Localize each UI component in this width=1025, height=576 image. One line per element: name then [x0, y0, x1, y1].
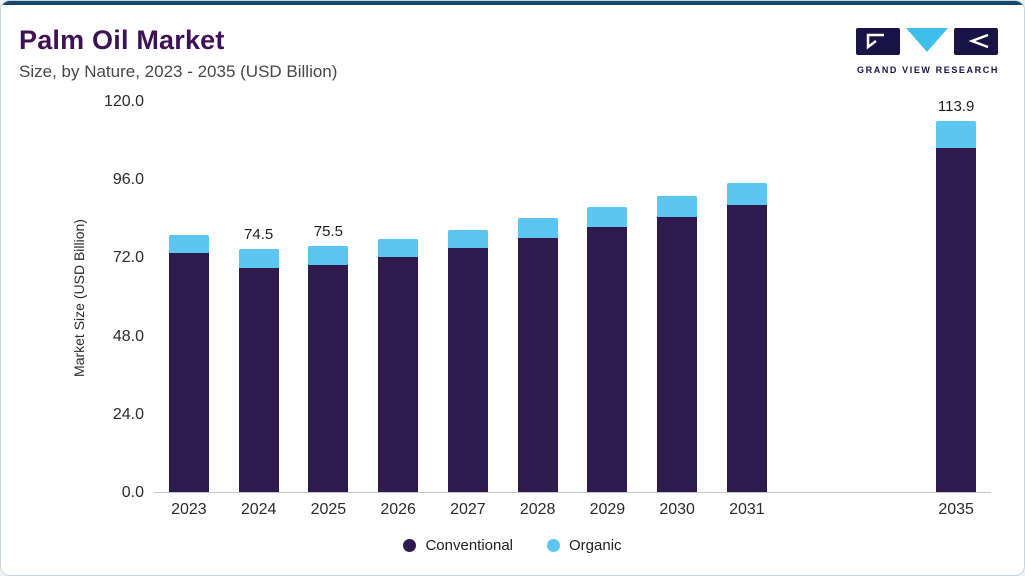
bar-slot-2028 [503, 102, 573, 492]
x-tick-empty [782, 501, 852, 519]
conventional-segment[interactable] [517, 237, 558, 492]
empty-slot [852, 102, 922, 492]
bar-slot-2027 [433, 102, 503, 492]
chart-subtitle: Size, by Nature, 2023 - 2035 (USD Billio… [19, 62, 338, 81]
bar-slot-2026 [363, 102, 433, 492]
x-tick-label: 2027 [450, 501, 486, 518]
grand-view-research-logo: GRAND VIEW RESEARCH [854, 27, 1002, 75]
organic-segment[interactable] [168, 235, 209, 253]
logo-text: GRAND VIEW RESEARCH [857, 65, 999, 75]
conventional-segment[interactable] [238, 267, 279, 492]
conventional-segment[interactable] [587, 227, 628, 492]
organic-segment[interactable] [447, 230, 488, 249]
stacked-bar[interactable] [726, 183, 767, 492]
plot-area: 74.5 75.5 113.9 [154, 98, 991, 493]
conventional-segment[interactable] [657, 216, 698, 492]
conventional-segment[interactable] [447, 248, 488, 492]
organic-segment[interactable] [657, 195, 698, 217]
legend-item-organic[interactable]: Organic [547, 537, 622, 554]
legend-label: Organic [569, 537, 622, 554]
legend-label: Conventional [425, 537, 514, 554]
conventional-segment[interactable] [378, 256, 419, 492]
x-tick-label: 2028 [519, 501, 556, 518]
x-tick-label: 2030 [659, 501, 695, 518]
bar-value-label: 75.5 [313, 222, 343, 240]
y-tick-label: 24.0 [112, 405, 144, 423]
conventional-segment[interactable] [168, 252, 209, 492]
logo-mark-icon [856, 28, 998, 55]
conventional-segment[interactable] [936, 147, 977, 492]
x-tick-label: 2029 [589, 501, 626, 518]
organic-segment[interactable] [378, 239, 419, 257]
stacked-bar[interactable] [238, 249, 279, 492]
y-axis-ticks: 0.0 24.0 48.0 72.0 96.0 120.0 [86, 93, 144, 501]
stacked-bar[interactable] [308, 246, 349, 492]
stacked-bar[interactable] [587, 206, 628, 492]
legend-dot-icon [403, 539, 417, 552]
page-title: Palm Oil Market [19, 25, 225, 55]
y-tick-label: 0.0 [121, 484, 144, 501]
organic-segment[interactable] [308, 246, 349, 265]
x-tick-label: 2031 [729, 501, 765, 518]
stacked-bar[interactable] [447, 230, 488, 492]
y-tick-label: 120.0 [103, 93, 144, 110]
x-axis-labels: 2023 2024 2025 2026 2027 2028 2029 2030 2031 2035 [154, 501, 991, 519]
legend-dot-icon [547, 539, 561, 552]
bar-slot-2029 [573, 102, 643, 492]
x-tick-label: 2026 [380, 501, 416, 518]
bar-slot-2023 [154, 102, 224, 492]
empty-slot [782, 102, 852, 492]
bar-slot-2024: 74.5 [224, 102, 294, 492]
conventional-segment[interactable] [308, 264, 349, 492]
y-tick-label: 48.0 [112, 327, 144, 345]
x-tick-empty [852, 501, 922, 519]
legend-item-conventional[interactable]: Conventional [403, 537, 513, 554]
stacked-bar[interactable] [168, 235, 209, 492]
organic-segment[interactable] [587, 206, 628, 228]
bar-value-label: 74.5 [244, 225, 274, 243]
organic-segment[interactable] [936, 120, 977, 148]
organic-segment[interactable] [238, 249, 279, 268]
x-tick-label: 2024 [240, 501, 277, 518]
chart-legend: Conventional Organic [1, 537, 1024, 554]
top-accent-bar [1, 1, 1024, 5]
stacked-bar[interactable] [657, 195, 698, 492]
chart-header: Palm Oil Market Size, by Nature, 2023 - … [19, 25, 337, 82]
stacked-bar[interactable] [936, 120, 977, 492]
bar-slot-2035: 113.9 [921, 98, 991, 492]
x-tick-label: 2025 [310, 501, 347, 518]
y-tick-label: 72.0 [112, 249, 144, 267]
stacked-bar[interactable] [517, 218, 558, 492]
bar-slot-2025: 75.5 [294, 102, 364, 492]
bar-value-label: 113.9 [937, 97, 975, 115]
bar-slot-2031 [712, 102, 782, 492]
y-tick-label: 96.0 [112, 171, 144, 189]
y-axis-title: Market Size (USD Billion) [71, 219, 87, 377]
organic-segment[interactable] [726, 183, 767, 206]
x-tick-label: 2035 [938, 501, 974, 518]
stacked-bar[interactable] [378, 239, 419, 492]
x-tick-label: 2023 [171, 501, 207, 518]
organic-segment[interactable] [517, 218, 558, 238]
bar-slot-2030 [642, 102, 712, 492]
conventional-segment[interactable] [726, 205, 767, 492]
